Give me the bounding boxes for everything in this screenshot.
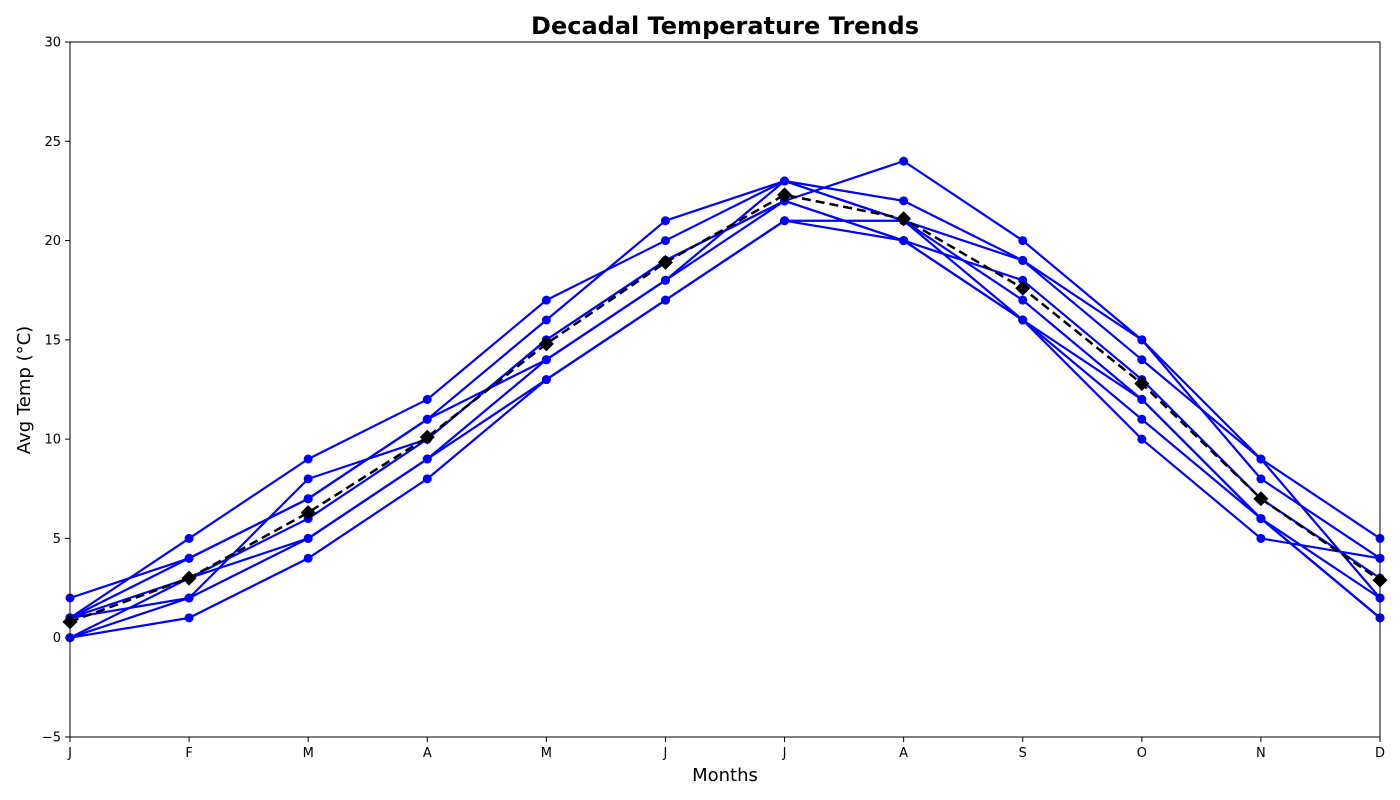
series-line <box>69 179 1381 619</box>
series-5 <box>65 176 1385 623</box>
series-point <box>1256 533 1266 543</box>
y-tick-label: 0 <box>53 631 61 646</box>
series-point <box>184 533 194 543</box>
mean-series-layer <box>62 187 1388 630</box>
series-point <box>660 236 670 246</box>
series-point <box>541 375 551 385</box>
y-axis-label: Avg Temp (°C) <box>14 326 35 454</box>
series-layer <box>65 156 1385 643</box>
y-axis-ticks: −5 0 5 10 15 20 25 30 <box>42 36 70 746</box>
series-point <box>780 176 790 186</box>
series-line <box>69 219 1381 639</box>
x-tick-label: A <box>423 746 432 761</box>
series-point <box>660 275 670 285</box>
x-tick-label: N <box>1256 746 1266 761</box>
series-point <box>1256 514 1266 524</box>
series-line <box>69 219 1381 639</box>
mean-point <box>657 254 673 270</box>
series-point <box>541 355 551 365</box>
x-axis-label: Months <box>692 765 758 786</box>
series-8 <box>65 196 1385 623</box>
series-point <box>899 236 909 246</box>
y-tick-label: 25 <box>44 135 61 150</box>
series-2 <box>65 176 1385 623</box>
series-point <box>1018 255 1028 265</box>
series-6 <box>65 216 1385 643</box>
x-tick-label: J <box>663 746 668 761</box>
plot-frame <box>69 41 1381 738</box>
mean-point <box>896 211 912 227</box>
x-tick-label: O <box>1137 746 1147 761</box>
series-point <box>1137 394 1147 404</box>
y-tick-label: 5 <box>53 532 61 547</box>
series-point <box>1137 414 1147 424</box>
chart-title: Decadal Temperature Trends <box>531 12 919 40</box>
series-point <box>184 593 194 603</box>
series-point <box>780 216 790 226</box>
mean-point <box>777 187 793 203</box>
series-point <box>303 474 313 484</box>
series-point <box>1137 335 1147 345</box>
series-line <box>69 179 1381 619</box>
y-tick-label: −5 <box>42 731 61 746</box>
x-tick-label: M <box>303 746 314 761</box>
series-point <box>184 613 194 623</box>
y-tick-label: 20 <box>44 234 61 249</box>
series-point <box>422 414 432 424</box>
x-tick-label: S <box>1019 746 1027 761</box>
series-point <box>899 156 909 166</box>
series-3 <box>65 176 1385 623</box>
series-line <box>69 199 1381 619</box>
series-point <box>1137 355 1147 365</box>
series-4 <box>65 196 1385 643</box>
mean-point <box>300 505 316 521</box>
series-point <box>303 553 313 563</box>
mean-line <box>69 193 1381 624</box>
mean-point <box>1015 280 1031 296</box>
series-point <box>541 315 551 325</box>
series-point <box>303 454 313 464</box>
x-tick-label: A <box>899 746 908 761</box>
series-point <box>1256 474 1266 484</box>
series-point <box>1018 315 1028 325</box>
series-line <box>69 160 1381 619</box>
mean-point <box>419 429 435 445</box>
mean-point <box>181 570 197 586</box>
mean-point <box>538 336 554 352</box>
series-point <box>184 553 194 563</box>
y-tick-label: 10 <box>44 433 61 448</box>
mean-point <box>1253 491 1269 507</box>
series-point <box>422 474 432 484</box>
y-tick-label: 30 <box>44 36 61 51</box>
series-point <box>303 533 313 543</box>
mean-point <box>1134 376 1150 392</box>
series-point <box>1018 236 1028 246</box>
x-tick-label: J <box>782 746 787 761</box>
series-point <box>1256 454 1266 464</box>
series-point <box>541 295 551 305</box>
series-point <box>422 394 432 404</box>
series-point <box>1137 434 1147 444</box>
series-point <box>1018 275 1028 285</box>
series-point <box>899 196 909 206</box>
series-point <box>660 216 670 226</box>
x-tick-label: D <box>1375 746 1385 761</box>
x-tick-label: J <box>67 746 72 761</box>
series-point <box>422 454 432 464</box>
x-tick-label: M <box>541 746 552 761</box>
series-line <box>69 199 1381 639</box>
x-tick-label: F <box>185 746 192 761</box>
series-point <box>660 295 670 305</box>
series-1 <box>65 216 1385 643</box>
y-tick-label: 15 <box>44 333 61 348</box>
series-point <box>1018 295 1028 305</box>
series-point <box>303 494 313 504</box>
